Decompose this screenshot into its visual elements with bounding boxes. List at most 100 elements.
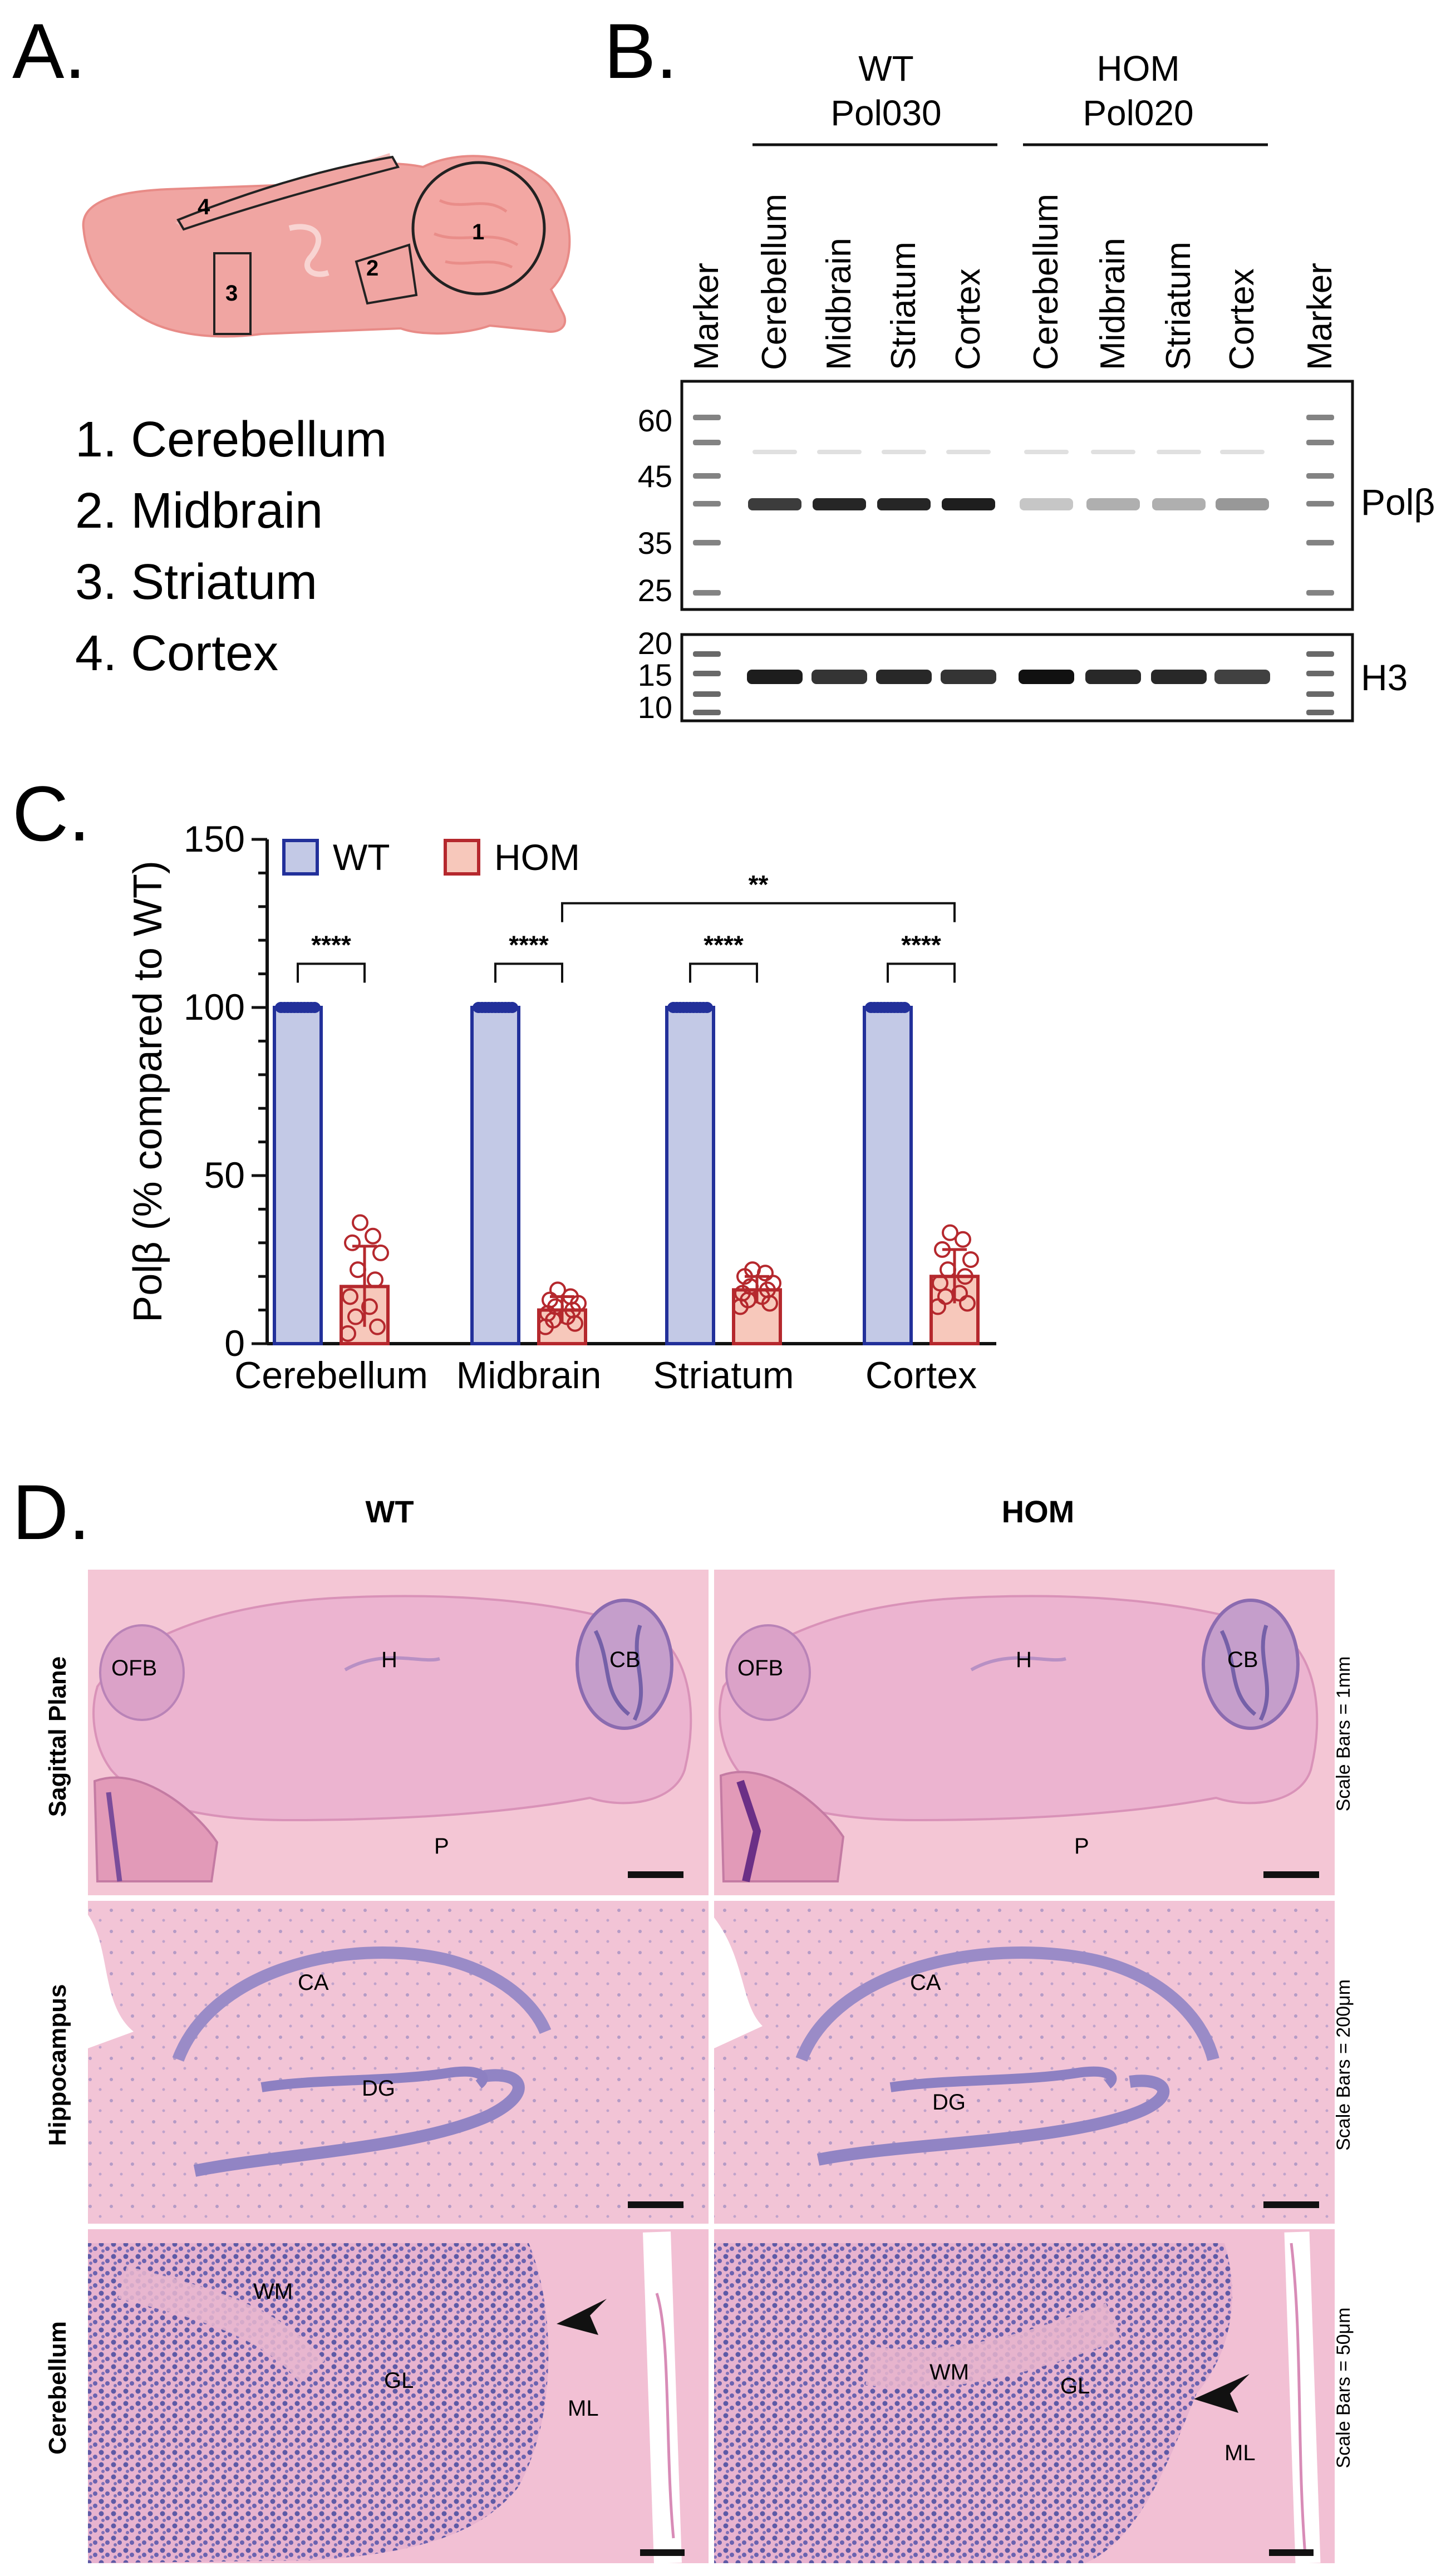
row-label-sagittal: Sagittal Plane bbox=[44, 1656, 71, 1817]
polb-band-lane-8 bbox=[1216, 498, 1269, 510]
faint-band-lane-3 bbox=[882, 450, 926, 454]
panel-c: C. 0 50 100 150 Polβ (% compared to WT) Cereb… bbox=[12, 770, 996, 1397]
lane-label-9: Marker bbox=[1301, 263, 1339, 370]
label-h-hom: H bbox=[1016, 1648, 1032, 1672]
lane-label-0: Marker bbox=[687, 263, 726, 370]
scale-bar-note-50um: Scale Bars = 50μm bbox=[1333, 2308, 1354, 2469]
point-hom bbox=[761, 1295, 778, 1312]
marker-band bbox=[1306, 501, 1334, 507]
point-hom bbox=[361, 1298, 378, 1315]
label-ml-wt: ML bbox=[568, 2396, 599, 2421]
point-hom bbox=[352, 1214, 368, 1231]
y-tick-label: 0 bbox=[224, 1323, 245, 1364]
point-hom bbox=[567, 1315, 583, 1332]
lane-label-5: Cerebellum bbox=[1027, 194, 1065, 370]
panel-c-label: C. bbox=[12, 770, 90, 857]
significance-bracket bbox=[887, 962, 956, 983]
label-ca-wt: CA bbox=[298, 1970, 329, 1995]
significance-label: **** bbox=[509, 930, 549, 959]
marker-band bbox=[1306, 415, 1334, 420]
faint-band-lane-6 bbox=[1091, 450, 1135, 454]
bar-wt-striatum bbox=[665, 1006, 715, 1345]
faint-band-lane-4 bbox=[946, 450, 991, 454]
marker-band bbox=[1306, 710, 1334, 715]
faint-band-lane-2 bbox=[817, 450, 862, 454]
polb-band-lane-2 bbox=[813, 498, 866, 510]
label-ml-hom: ML bbox=[1224, 2441, 1256, 2465]
label-dg-wt: DG bbox=[362, 2076, 395, 2101]
x-tick-label: Cortex bbox=[865, 1354, 977, 1397]
lane-label-8: Cortex bbox=[1223, 268, 1261, 370]
marker-band bbox=[693, 473, 721, 479]
legend-item-cerebellum: 1. Cerebellum bbox=[75, 412, 387, 468]
legend-label-wt: WT bbox=[333, 837, 390, 878]
point-hom bbox=[365, 1227, 381, 1245]
x-tick-label: Cerebellum bbox=[234, 1354, 428, 1397]
marker-band bbox=[1306, 691, 1334, 697]
point-hom bbox=[369, 1318, 386, 1335]
point-hom bbox=[934, 1241, 951, 1258]
lane-label-1: Cerebellum bbox=[755, 194, 794, 370]
significance-bracket bbox=[689, 962, 758, 983]
polb-band-lane-6 bbox=[1086, 498, 1140, 510]
label-ofb-wt: OFB bbox=[111, 1656, 157, 1680]
scale-bar-hom-2 bbox=[1263, 2201, 1319, 2208]
marker-band bbox=[693, 710, 721, 715]
point-hom bbox=[929, 1298, 946, 1315]
significance-label: ** bbox=[749, 870, 769, 899]
label-dg-hom: DG bbox=[932, 2090, 966, 2115]
faint-band-lane-1 bbox=[752, 450, 797, 454]
h3-band-lane-1 bbox=[747, 670, 803, 684]
point-hom bbox=[732, 1298, 749, 1315]
significance-label: **** bbox=[311, 930, 351, 959]
x-tick-label: Striatum bbox=[653, 1354, 794, 1397]
marker-band bbox=[1306, 473, 1334, 479]
point-hom bbox=[942, 1224, 958, 1241]
region-number-3: 3 bbox=[225, 281, 238, 306]
scale-bar-wt-3 bbox=[640, 2549, 685, 2556]
marker-band bbox=[693, 501, 721, 507]
marker-band bbox=[693, 691, 721, 697]
region-number-2: 2 bbox=[366, 256, 378, 281]
bottom-blot-label: H3 bbox=[1361, 657, 1408, 698]
legend-item-cortex: 4. Cortex bbox=[75, 626, 278, 681]
marker-band bbox=[1306, 651, 1334, 657]
y-axis-label: Polβ (% compared to WT) bbox=[126, 861, 170, 1323]
scale-bar-hom-1 bbox=[1263, 1871, 1319, 1878]
panel-d-label: D. bbox=[12, 1468, 90, 1556]
marker-band bbox=[693, 671, 721, 676]
label-wm-hom: WM bbox=[929, 2360, 969, 2385]
point-hom bbox=[367, 1271, 383, 1289]
group-wt-line2: Pol030 bbox=[830, 93, 941, 133]
point-hom bbox=[757, 1265, 774, 1282]
label-gl-wt: GL bbox=[384, 2368, 414, 2393]
image-hippocampus-hom: CA DG bbox=[714, 1901, 1335, 2224]
bottom-marker-20: 20 bbox=[638, 626, 672, 661]
h3-band-lane-2 bbox=[811, 670, 867, 684]
top-marker-25: 25 bbox=[638, 573, 672, 608]
h3-band-lane-4 bbox=[941, 670, 996, 684]
scale-bar-hom-3 bbox=[1269, 2549, 1314, 2556]
group-hom-line2: Pol020 bbox=[1083, 93, 1193, 133]
bar-wt-cortex bbox=[863, 1006, 913, 1345]
marker-band bbox=[693, 651, 721, 657]
bar-chart: 0 50 100 150 Polβ (% compared to WT) Cerebell… bbox=[126, 818, 996, 1397]
marker-band bbox=[693, 415, 721, 420]
group-wt-line1: WT bbox=[858, 48, 914, 89]
y-tick-label: 100 bbox=[184, 986, 245, 1028]
label-cb-wt: CB bbox=[609, 1648, 641, 1672]
panel-b: B. WT Pol030 HOM Pol020 Marker Cerebellum… bbox=[604, 7, 1435, 725]
lane-label-6: Midbrain bbox=[1094, 238, 1132, 370]
point-hom bbox=[955, 1231, 971, 1248]
scale-bar-note-200um: Scale Bars = 200μm bbox=[1333, 1979, 1354, 2151]
x-tick-label: Midbrain bbox=[456, 1354, 602, 1397]
label-wm-wt: WM bbox=[253, 2279, 293, 2304]
y-tick-label: 50 bbox=[204, 1154, 245, 1196]
y-tick-label: 150 bbox=[184, 818, 245, 859]
significance-bracket bbox=[297, 962, 366, 983]
point-wt bbox=[506, 1002, 518, 1013]
polb-band-lane-3 bbox=[877, 498, 931, 510]
point-hom bbox=[957, 1268, 973, 1285]
marker-band bbox=[693, 590, 721, 596]
region-number-1: 1 bbox=[472, 220, 484, 244]
